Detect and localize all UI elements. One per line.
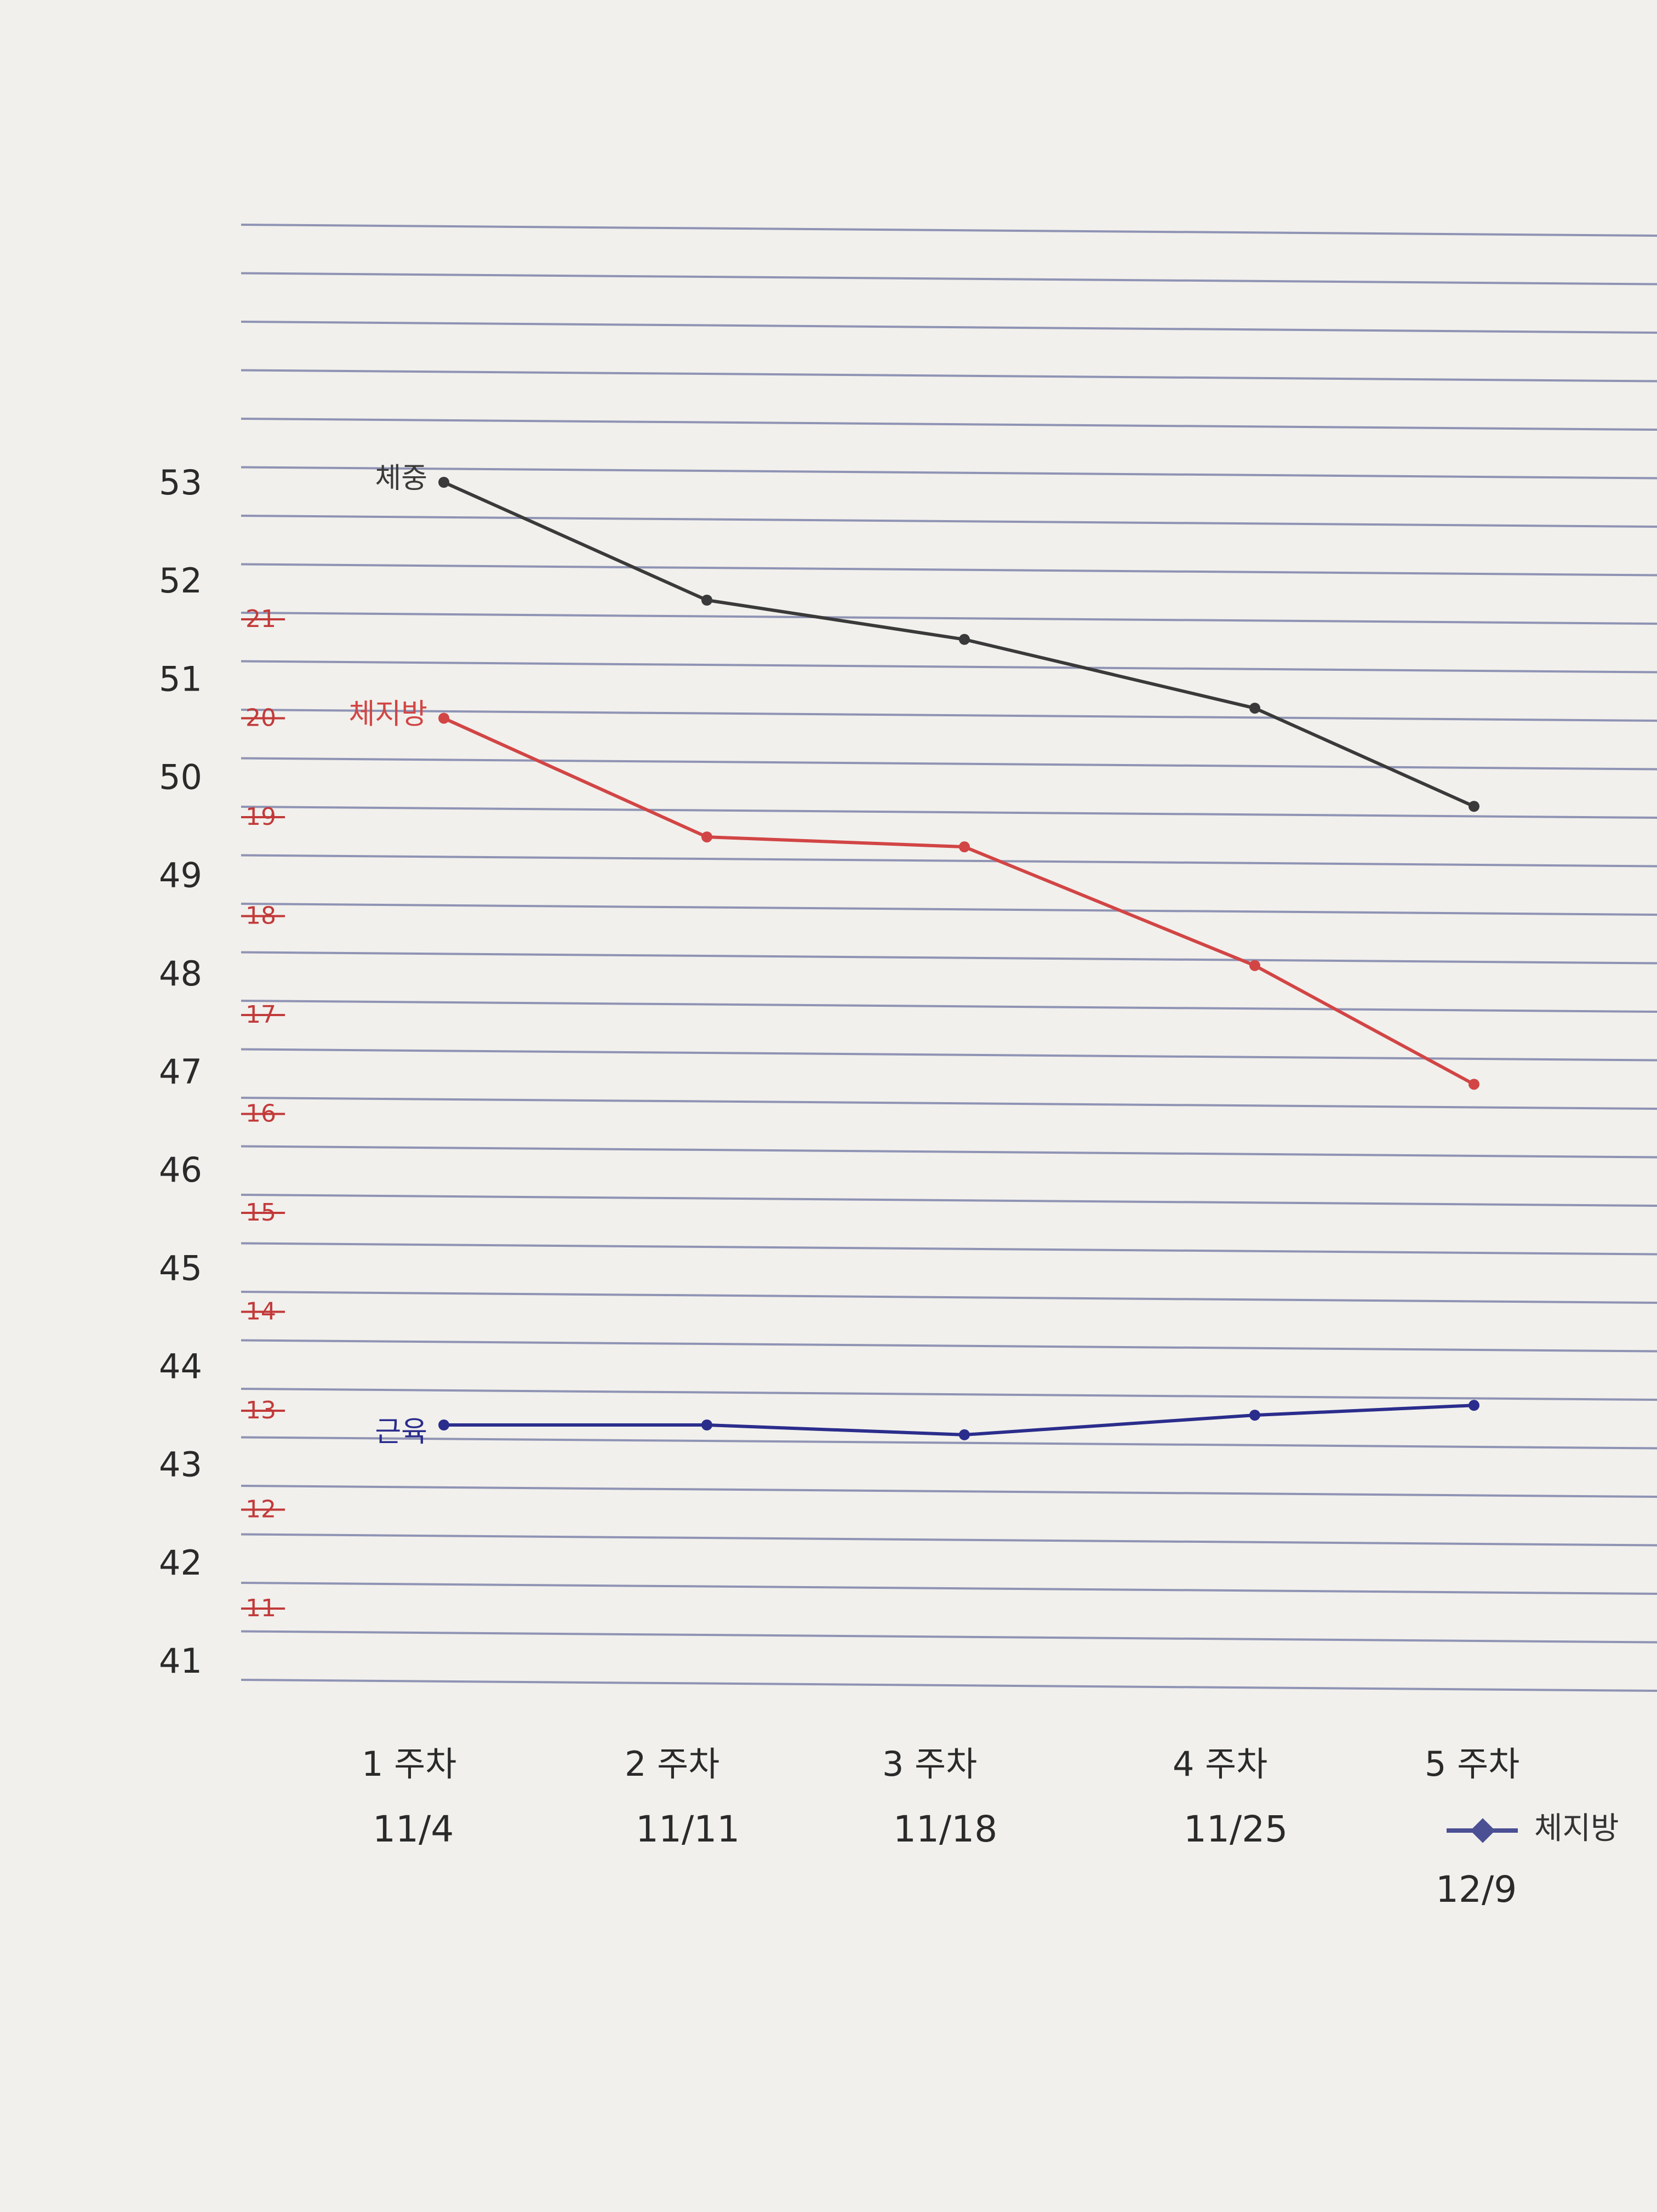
data-point [701,831,712,843]
data-point [1469,801,1479,812]
grid-line [241,1436,1657,1450]
y-right-tick-label: 17 [245,1001,276,1029]
y-left-tick-label: 48 [159,954,202,994]
data-point [438,1419,449,1430]
grid-line [241,466,1657,480]
grid-line [241,757,1657,771]
y-right-tick-label: 13 [245,1396,276,1424]
series-label: 체중 [375,462,427,495]
grid-line [241,272,1657,286]
x-axis-labels: 1 주차 2 주차 3 주차 4 주차 5 주차 11/4 11/11 11/18 11/25 1… [362,1744,1519,1911]
y-left-tick-label: 53 [159,463,202,503]
data-point [701,1419,712,1430]
x-date-label: 11/11 [636,1808,740,1850]
y-left-tick-label: 44 [159,1347,202,1387]
y-right-tick-label: 14 [245,1298,276,1326]
grid-line [241,660,1657,674]
grid-line [241,1388,1657,1401]
grid-line [241,709,1657,722]
y-axis-right-ticks: 21 20 19 18 17 16 15 14 13 12 11 [241,605,285,1622]
y-right-tick-label: 19 [245,803,276,831]
grid-line [241,854,1657,868]
y-right-tick-label: 21 [245,605,276,633]
x-tick-label: 3 주차 [882,1744,977,1784]
x-tick-label: 2 주차 [625,1744,719,1784]
grid-line [241,1679,1657,1692]
x-date-label: 12/9 [1436,1868,1517,1911]
y-right-tick-label: 11 [245,1594,276,1622]
grid-line [241,369,1657,383]
grid-line [241,806,1657,819]
grid-line [241,951,1657,965]
y-left-tick-label: 41 [159,1641,202,1681]
grid-line [241,903,1657,916]
data-point [1469,1079,1479,1090]
legend: 체지방 [1447,1811,1619,1846]
y-left-tick-label: 46 [159,1150,202,1190]
y-right-tick-label: 16 [245,1100,276,1128]
grid-line [241,563,1657,577]
grid-line [241,1630,1657,1644]
y-left-tick-label: 51 [159,659,202,699]
series-label: 근육 [375,1416,427,1449]
grid-line [241,1145,1657,1159]
series-line [444,1404,1475,1436]
data-point [438,477,449,488]
y-left-tick-label: 45 [159,1248,202,1288]
y-left-tick-label: 50 [159,757,202,797]
grid-line [241,1000,1657,1013]
y-left-tick-label: 49 [159,856,202,896]
grid-line [241,1194,1657,1207]
series-label: 체지방 [348,698,427,731]
grid-line [241,612,1657,625]
legend-label: 체지방 [1534,1811,1619,1846]
grid-line [241,1242,1657,1256]
data-point [1469,1400,1479,1411]
grid-line [241,1582,1657,1595]
grid-line [241,321,1657,334]
data-point [1249,960,1260,971]
data-point [1249,1410,1260,1421]
data-point [438,712,449,724]
y-right-tick-label: 12 [245,1496,276,1524]
grid-line [241,418,1657,431]
grid-line [241,1097,1657,1110]
y-left-tick-label: 47 [159,1052,202,1092]
y-right-tick-label: 18 [245,902,276,930]
series-line [443,716,1475,1086]
x-date-label: 11/25 [1184,1808,1288,1850]
grid-line [241,1048,1657,1062]
data-point [959,841,970,853]
x-date-label: 11/18 [893,1808,997,1850]
legend-swatch-marker [1470,1818,1495,1843]
y-axis-left-ticks: 53 52 51 50 49 48 47 46 45 44 43 42 41 [159,463,202,1681]
grid-line [241,1339,1657,1353]
grid-line [241,224,1657,237]
grid-line [241,1291,1657,1304]
grid-line [241,1533,1657,1547]
y-left-tick-label: 42 [159,1543,202,1583]
grid-line [241,1485,1657,1498]
x-tick-label: 4 주차 [1173,1744,1267,1784]
x-tick-label: 1 주차 [362,1744,456,1784]
x-date-label: 11/4 [373,1808,454,1850]
data-point [959,634,970,645]
data-point [1249,703,1260,714]
y-left-tick-label: 43 [159,1445,202,1485]
y-right-tick-label: 20 [245,704,276,732]
x-tick-label: 5 주차 [1425,1744,1519,1784]
y-left-tick-label: 52 [159,561,202,601]
data-point [959,1429,970,1440]
ruled-lines [241,224,1657,1692]
data-point [701,595,712,606]
series-line [443,481,1475,808]
grid-line [241,515,1657,528]
y-right-tick-label: 15 [245,1199,276,1227]
